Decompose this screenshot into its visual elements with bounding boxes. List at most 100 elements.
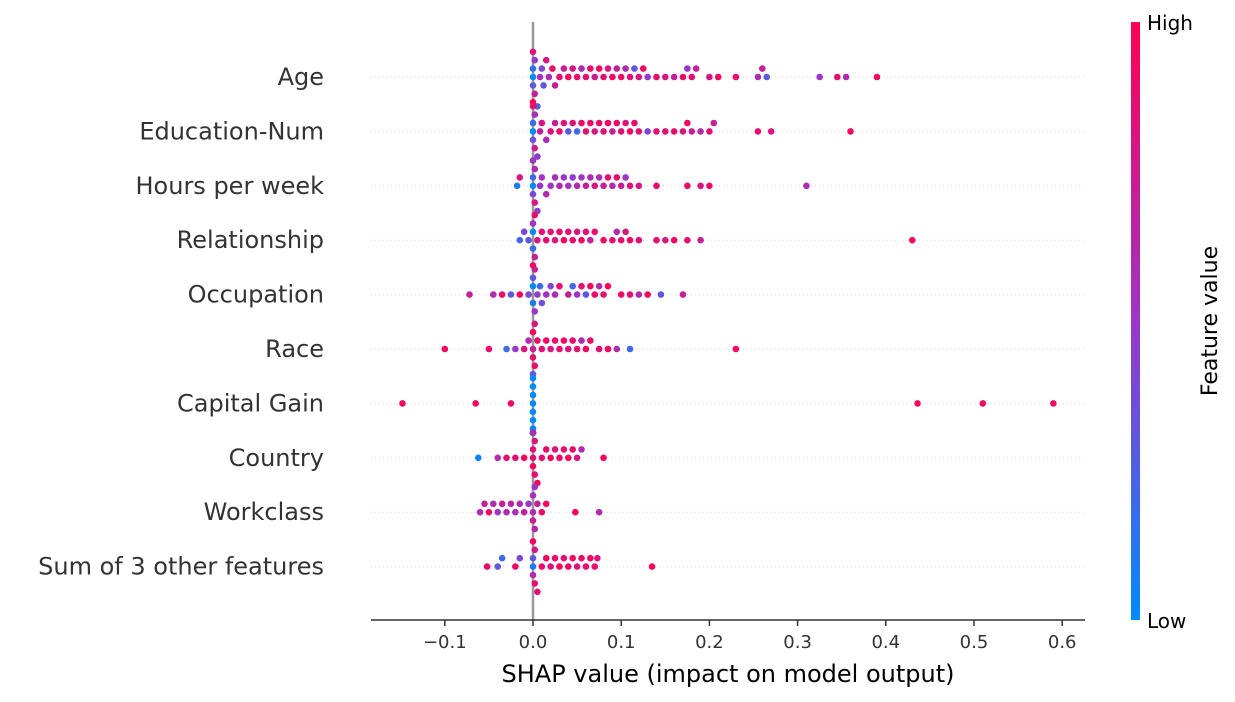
shap-point [706, 73, 713, 81]
shap-point [531, 362, 539, 370]
shap-point [572, 508, 579, 516]
shap-point [529, 416, 537, 424]
shap-point [803, 182, 810, 190]
shap-point [494, 508, 502, 516]
shap-point [697, 182, 704, 190]
shap-point [551, 236, 559, 244]
shap-point [679, 73, 687, 81]
shap-point [684, 182, 691, 190]
shap-point [573, 73, 581, 81]
shap-point [547, 282, 554, 290]
shap-point [626, 236, 634, 244]
shap-point [595, 174, 603, 181]
shap-point [564, 228, 572, 236]
shap-point [767, 128, 775, 135]
shap-point [529, 136, 537, 144]
shap-point [547, 454, 554, 462]
colorbar-title: Feature value [1198, 246, 1223, 396]
shap-point [538, 119, 546, 127]
shap-point [549, 65, 556, 72]
feature-label: Race [265, 335, 324, 363]
shap-point [595, 508, 603, 516]
shap-point [542, 554, 550, 562]
shap-point [542, 236, 550, 244]
shap-point [569, 282, 576, 290]
shap-point [591, 128, 599, 135]
shap-point [547, 563, 554, 570]
shap-point [578, 174, 585, 181]
shap-point [529, 65, 537, 72]
shap-point [1050, 400, 1057, 407]
shap-point [525, 500, 532, 508]
shap-point [529, 454, 537, 462]
shap-point [538, 65, 546, 72]
shap-point [604, 65, 612, 72]
shap-point [534, 291, 541, 298]
shap-point [516, 291, 524, 298]
shap-point [613, 119, 621, 127]
x-tick-label: 0.2 [695, 632, 724, 653]
shap-point [706, 182, 713, 190]
shap-point [908, 236, 916, 244]
shap-point [512, 563, 519, 570]
shap-point [670, 128, 678, 135]
x-tick-label: 0.0 [519, 632, 548, 653]
shap-point [560, 446, 568, 453]
shap-point [564, 454, 572, 462]
shap-point [587, 337, 594, 344]
colorbar-low-label: Low [1147, 609, 1186, 633]
shap-point [536, 128, 544, 135]
shap-point [542, 337, 550, 344]
shap-point [516, 236, 524, 244]
shap-point [531, 580, 539, 587]
shap-point [626, 291, 634, 298]
shap-point [732, 73, 740, 81]
shap-point [529, 182, 537, 190]
shap-point [466, 291, 473, 298]
shap-point [560, 554, 568, 562]
shap-point [573, 228, 581, 236]
shap-point [587, 282, 594, 290]
shap-point [613, 174, 621, 181]
shap-point [525, 337, 532, 344]
shap-point [498, 554, 506, 562]
shap-point [587, 236, 594, 244]
x-tick-label: 0.5 [960, 632, 989, 653]
shap-point [684, 119, 691, 127]
shap-point [635, 182, 643, 190]
shap-point [513, 182, 521, 190]
shap-point [564, 128, 572, 135]
shap-point [529, 102, 537, 110]
shap-point [542, 136, 550, 144]
shap-point [531, 266, 539, 273]
shap-point [516, 500, 524, 508]
shap-point [529, 374, 537, 382]
shap-point [529, 274, 537, 282]
shap-point [626, 128, 634, 135]
shap-point [485, 508, 493, 516]
shap-point [600, 291, 607, 298]
shap-point [754, 73, 762, 81]
shap-point [644, 128, 651, 135]
shap-point [529, 563, 537, 570]
shap-point [591, 228, 599, 236]
shap-point [604, 282, 612, 290]
shap-point [529, 73, 537, 81]
shap-point [587, 119, 594, 127]
shap-point [626, 345, 634, 353]
shap-point [540, 82, 547, 89]
shap-point [529, 492, 537, 499]
shap-point [538, 563, 546, 570]
shap-point [529, 82, 537, 89]
shap-point [498, 291, 506, 298]
shap-point [573, 128, 581, 135]
shap-point [529, 282, 537, 290]
shap-point [531, 525, 539, 533]
shap-point [547, 228, 554, 236]
shap-point [622, 65, 629, 72]
shap-points [399, 48, 1057, 596]
shap-point [617, 73, 625, 81]
shap-point [481, 500, 488, 508]
shap-point [653, 128, 660, 135]
